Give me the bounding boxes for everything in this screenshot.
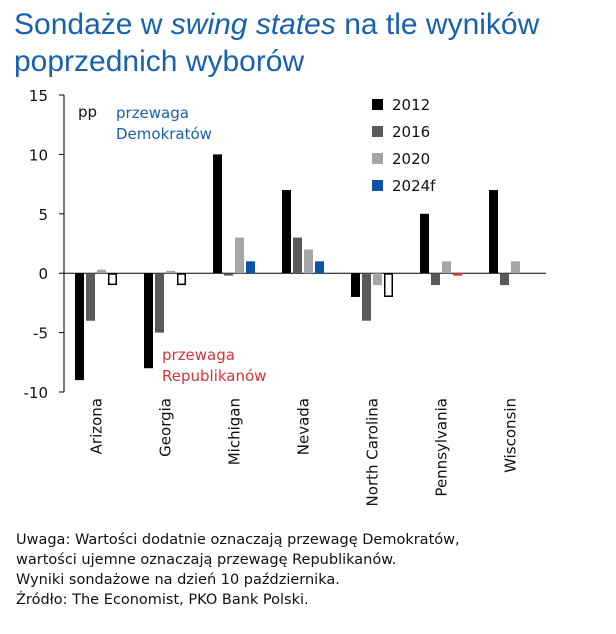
chart-notes: Uwaga: Wartości dodatnie oznaczają przew… (16, 530, 606, 610)
y-tick-label: -10 (24, 384, 49, 402)
legend: 2012 2016 2020 2024f (372, 96, 436, 195)
bar (384, 273, 393, 297)
bar (144, 273, 153, 369)
bar (420, 213, 429, 274)
annotation-line: Republikanów (162, 367, 266, 385)
bar (213, 154, 222, 274)
legend-swatch (372, 99, 383, 110)
bar (351, 273, 360, 297)
bar (86, 273, 95, 321)
bar (108, 273, 117, 286)
legend-label: 2024f (392, 177, 436, 195)
legend-label: 2016 (392, 123, 430, 141)
y-tick-label: 10 (29, 146, 48, 164)
title-part-3: na tle wyników poprzednich wyborów (14, 8, 540, 78)
bar (500, 273, 509, 286)
bar (511, 261, 520, 274)
category-label: Arizona (88, 398, 106, 454)
legend-swatch (372, 153, 383, 164)
category-label: Nevada (295, 398, 313, 455)
bar (315, 261, 324, 274)
note-line: Wyniki sondażowe na dzień 10 październik… (16, 572, 340, 588)
bar (155, 273, 164, 333)
bar (293, 237, 302, 274)
bar (362, 273, 371, 321)
bar (442, 261, 451, 274)
bar (246, 261, 255, 274)
y-axis-unit-label: pp (78, 103, 97, 121)
legend-swatch (372, 180, 383, 191)
bar (97, 269, 106, 274)
bar (224, 273, 233, 276)
bar (177, 273, 186, 286)
legend-swatch (372, 126, 383, 137)
bar (373, 273, 382, 286)
legend-label: 2020 (392, 150, 430, 168)
note-line: Źródło: The Economist, PKO Bank Polski. (16, 592, 309, 608)
y-tick-label: -5 (33, 325, 48, 343)
bar-chart: -10 -5 0 5 10 15 pp Arizona Georgia Michigan Nevad… (24, 87, 546, 506)
chart-title: Sondaże w swing states na tle wyników po… (14, 6, 610, 80)
bar (453, 273, 462, 276)
bars (75, 154, 520, 381)
labels: -10 -5 0 5 10 15 pp Arizona Georgia Michigan Nevad… (24, 87, 520, 506)
category-label: North Carolina (364, 398, 382, 506)
category-label: Georgia (157, 398, 175, 457)
y-tick-label: 5 (38, 206, 48, 224)
annotations: przewaga Demokratów przewaga Republikanów (116, 104, 266, 385)
note-line: wartości ujemne oznaczają przewagę Repub… (16, 552, 397, 568)
bar (431, 273, 440, 286)
y-tick-label: 0 (38, 265, 48, 283)
title-part-2: swing states (170, 8, 336, 41)
category-label: Michigan (226, 398, 244, 465)
title-part-1: Sondaże w (14, 8, 171, 41)
annotation-line: Demokratów (116, 125, 212, 143)
note-line: Uwaga: Wartości dodatnie oznaczają przew… (16, 532, 460, 548)
bar (75, 273, 84, 381)
legend-label: 2012 (392, 96, 430, 114)
annotation-line: przewaga (162, 346, 235, 364)
annotation-line: przewaga (116, 104, 189, 122)
y-tick-label: 15 (29, 87, 48, 105)
category-label: Wisconsin (502, 398, 520, 473)
bar (282, 190, 291, 274)
bar (235, 237, 244, 274)
category-label: Pennsylvania (433, 398, 451, 497)
bar (166, 270, 175, 274)
bar (304, 249, 313, 274)
bar (489, 190, 498, 274)
